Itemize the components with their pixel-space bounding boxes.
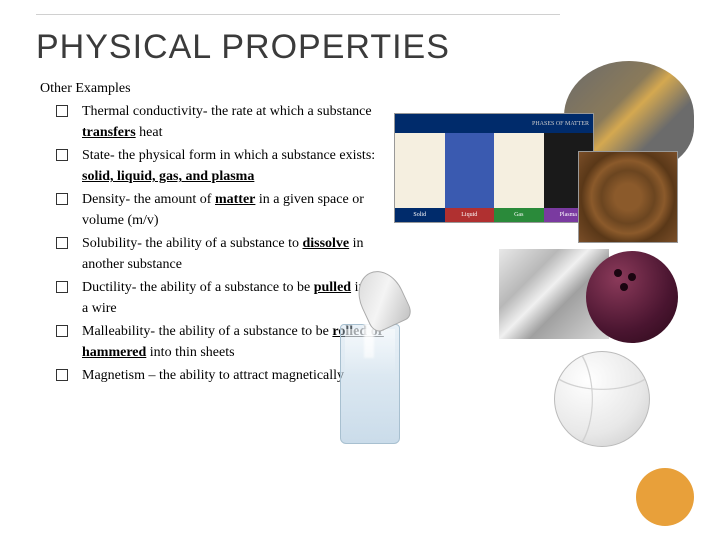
image-column: PHASES OF MATTER Solid Liquid Gas <box>394 81 684 388</box>
volleyball-image <box>554 351 650 447</box>
sugar-water-image <box>326 270 414 450</box>
top-divider <box>36 14 560 15</box>
slide: PHYSICAL PROPERTIES Other Examples Therm… <box>0 0 720 540</box>
phase-cell: Liquid <box>445 133 495 222</box>
phase-cell: Solid <box>395 133 445 222</box>
accent-circle-icon <box>636 468 694 526</box>
list-item: Solubility- the ability of a substance t… <box>56 233 386 275</box>
phases-of-matter-image: PHASES OF MATTER Solid Liquid Gas <box>394 113 594 223</box>
phase-cell: Gas <box>494 133 544 222</box>
phases-header: PHASES OF MATTER <box>395 114 593 133</box>
list-item: Density- the amount of matter in a given… <box>56 189 386 231</box>
slide-title: PHYSICAL PROPERTIES <box>36 28 684 67</box>
subheading: Other Examples <box>36 81 386 97</box>
copper-wire-image <box>578 151 678 243</box>
list-item: State- the physical form in which a subs… <box>56 145 386 187</box>
bowling-ball-image <box>586 251 678 343</box>
list-item: Thermal conductivity- the rate at which … <box>56 101 386 143</box>
